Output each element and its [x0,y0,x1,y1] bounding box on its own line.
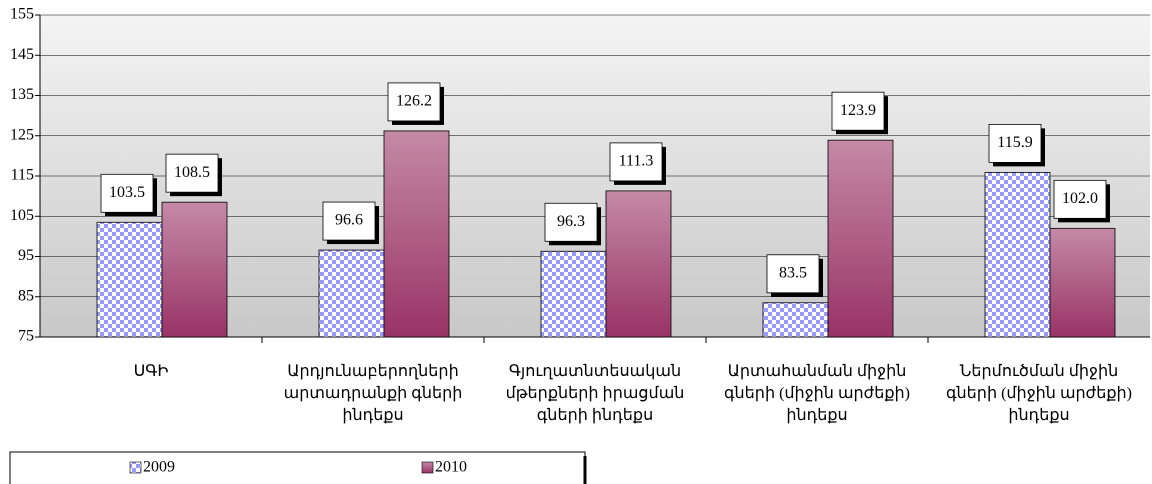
bar [161,201,228,338]
value-label: 96.3 [557,213,585,230]
bar [984,171,1051,338]
value-label: 123.9 [840,102,876,119]
value-label: 102.0 [1062,190,1098,207]
value-label: 83.5 [779,264,807,281]
label-box [766,254,820,294]
label-box [1053,179,1107,219]
label-box [100,173,154,213]
x-tick-label: Արդյունաբերողների արտադրանքի գների ինդեք… [283,363,463,424]
bar [96,221,163,338]
x-tick-label: ՍԳԻ [133,363,169,380]
y-tick-label: 75 [18,328,34,345]
y-tick-label: 85 [18,287,34,304]
bar [605,190,672,338]
bar [383,130,450,338]
label-box [165,153,219,193]
legend-swatch [421,461,434,474]
label-box [387,82,441,122]
value-label: 111.3 [619,153,654,170]
y-tick-label: 125 [10,126,34,143]
bar [827,139,894,338]
value-label: 103.5 [109,184,145,201]
value-label: 96.6 [335,212,363,229]
x-tick-label: Արտահանման միջին գների (միջին արժեքի) ին… [724,363,910,424]
x-tick-label: Ներմուծման միջին գների (միջին արժեքի) ին… [946,363,1132,424]
value-label: 126.2 [396,93,432,110]
y-tick-label: 145 [10,46,34,63]
label-box [322,201,376,241]
bar [1049,227,1116,338]
value-label: 115.9 [997,134,1032,151]
bar [318,249,385,338]
y-tick-label: 115 [11,167,34,184]
legend-label: 2010 [435,459,467,476]
y-tick-label: 155 [10,6,34,23]
y-tick-label: 135 [10,86,34,103]
label-box [544,202,598,242]
legend-label: 2009 [143,459,175,476]
legend-box [9,451,586,484]
label-box [831,91,885,131]
y-tick-label: 95 [18,247,34,264]
y-tick-label: 105 [10,207,34,224]
label-box [609,142,663,182]
bar [762,302,829,338]
x-tick-label: Գյուղատնտեսական մթերքների իրացման գների … [505,363,685,424]
value-label: 108.5 [174,164,210,181]
legend-swatch [129,461,142,474]
label-box [988,123,1042,163]
bar [540,250,607,338]
